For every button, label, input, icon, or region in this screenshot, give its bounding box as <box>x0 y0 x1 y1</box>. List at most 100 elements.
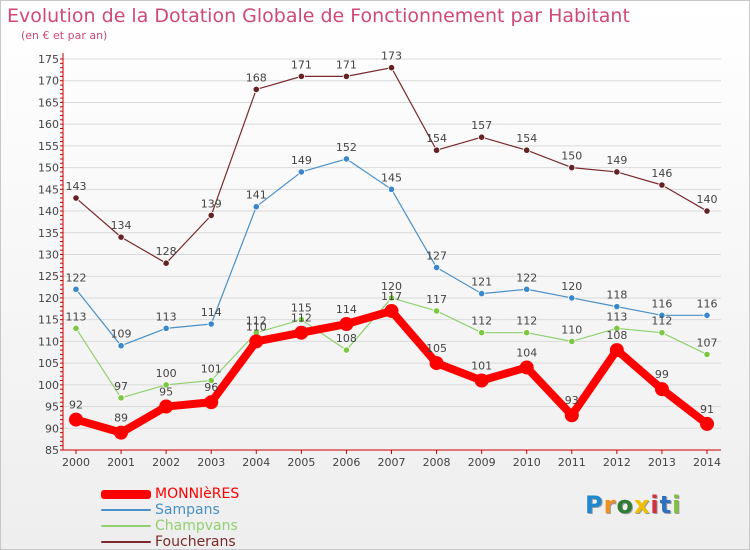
data-label: 157 <box>471 119 492 132</box>
data-point <box>342 72 351 80</box>
data-point <box>432 307 441 315</box>
x-tick-label: 2010 <box>513 456 541 469</box>
data-point <box>72 324 80 332</box>
data-label: 109 <box>111 328 132 341</box>
legend-label: Champvans <box>155 518 238 534</box>
data-point <box>474 373 489 388</box>
data-point <box>297 168 305 176</box>
data-label: 117 <box>426 293 447 306</box>
y-tick-label: 85 <box>45 444 59 457</box>
y-tick-label: 100 <box>38 379 59 392</box>
y-tick-label: 110 <box>38 335 59 348</box>
x-tick-label: 2007 <box>378 456 406 469</box>
y-tick-label: 140 <box>38 205 59 218</box>
data-label: 122 <box>516 271 537 284</box>
y-tick-label: 155 <box>38 140 59 153</box>
data-label: 154 <box>426 132 447 145</box>
legend-swatch <box>101 509 151 511</box>
data-point <box>252 203 260 211</box>
data-label: 128 <box>156 245 177 258</box>
data-point <box>297 316 305 324</box>
legend-swatch <box>101 525 151 527</box>
x-tick-label: 2006 <box>332 456 360 469</box>
y-tick-label: 175 <box>38 53 59 66</box>
data-point <box>339 317 354 332</box>
data-label: 110 <box>561 323 582 336</box>
data-point <box>207 376 215 385</box>
data-point <box>162 324 170 332</box>
data-point <box>613 168 621 176</box>
x-tick-label: 2001 <box>107 456 135 469</box>
data-point <box>478 329 486 337</box>
data-point <box>432 146 441 154</box>
legend-item: Sampans <box>101 502 239 518</box>
data-label: 116 <box>651 297 672 310</box>
data-label: 139 <box>201 197 222 210</box>
data-label: 168 <box>246 71 267 84</box>
data-label: 108 <box>336 332 357 345</box>
y-tick-label: 125 <box>38 270 59 283</box>
data-label: 122 <box>66 271 87 284</box>
data-label: 113 <box>66 310 87 323</box>
data-label: 95 <box>159 386 173 399</box>
data-point <box>387 294 396 302</box>
data-label: 171 <box>336 58 357 71</box>
data-label: 149 <box>291 154 312 167</box>
data-point <box>72 285 80 293</box>
data-label: 96 <box>204 381 218 394</box>
legend-item: MONNIèRES <box>101 486 239 502</box>
y-tick-label: 95 <box>45 401 59 414</box>
data-point <box>387 185 396 193</box>
data-label: 114 <box>336 303 357 316</box>
y-tick-label: 105 <box>38 357 59 370</box>
brand-logo: Proxiti <box>585 491 682 519</box>
data-label: 89 <box>114 412 128 425</box>
data-point <box>568 294 576 302</box>
legend-swatch <box>101 489 151 499</box>
x-tick-label: 2012 <box>603 456 631 469</box>
legend-item: Champvans <box>101 518 239 534</box>
data-point <box>700 416 714 431</box>
data-point <box>342 346 351 354</box>
data-label: 120 <box>561 280 582 293</box>
data-point <box>658 329 666 337</box>
legend: MONNIèRES Sampans Champvans Foucherans <box>101 486 239 549</box>
data-label: 107 <box>697 336 718 349</box>
data-label: 108 <box>606 329 627 342</box>
data-point <box>478 289 486 298</box>
data-point <box>658 311 666 319</box>
data-point <box>523 329 531 337</box>
data-label: 112 <box>246 315 267 328</box>
data-label: 92 <box>69 399 83 412</box>
data-point <box>523 285 531 293</box>
data-point <box>72 194 80 202</box>
data-point <box>519 360 534 375</box>
data-point <box>342 155 351 163</box>
data-label: 145 <box>381 171 402 184</box>
data-label: 115 <box>291 302 312 315</box>
data-point <box>162 259 170 267</box>
data-label: 173 <box>381 50 402 63</box>
data-point <box>568 337 576 345</box>
data-label: 140 <box>697 193 718 206</box>
data-label: 143 <box>66 180 87 193</box>
legend-label: MONNIèRES <box>155 486 240 502</box>
y-tick-label: 120 <box>38 292 59 305</box>
data-point <box>429 356 444 371</box>
x-tick-label: 2013 <box>648 456 676 469</box>
data-point <box>703 311 711 319</box>
data-point <box>703 207 711 215</box>
data-point <box>523 146 531 154</box>
data-point <box>387 64 396 72</box>
data-point <box>159 399 174 414</box>
legend-item: Foucherans <box>101 534 239 549</box>
data-label: 152 <box>336 141 357 154</box>
data-point <box>294 325 309 340</box>
data-point <box>609 343 624 358</box>
data-point <box>297 72 305 80</box>
data-label: 117 <box>381 290 402 303</box>
data-label: 121 <box>471 276 492 289</box>
data-label: 104 <box>516 346 537 359</box>
